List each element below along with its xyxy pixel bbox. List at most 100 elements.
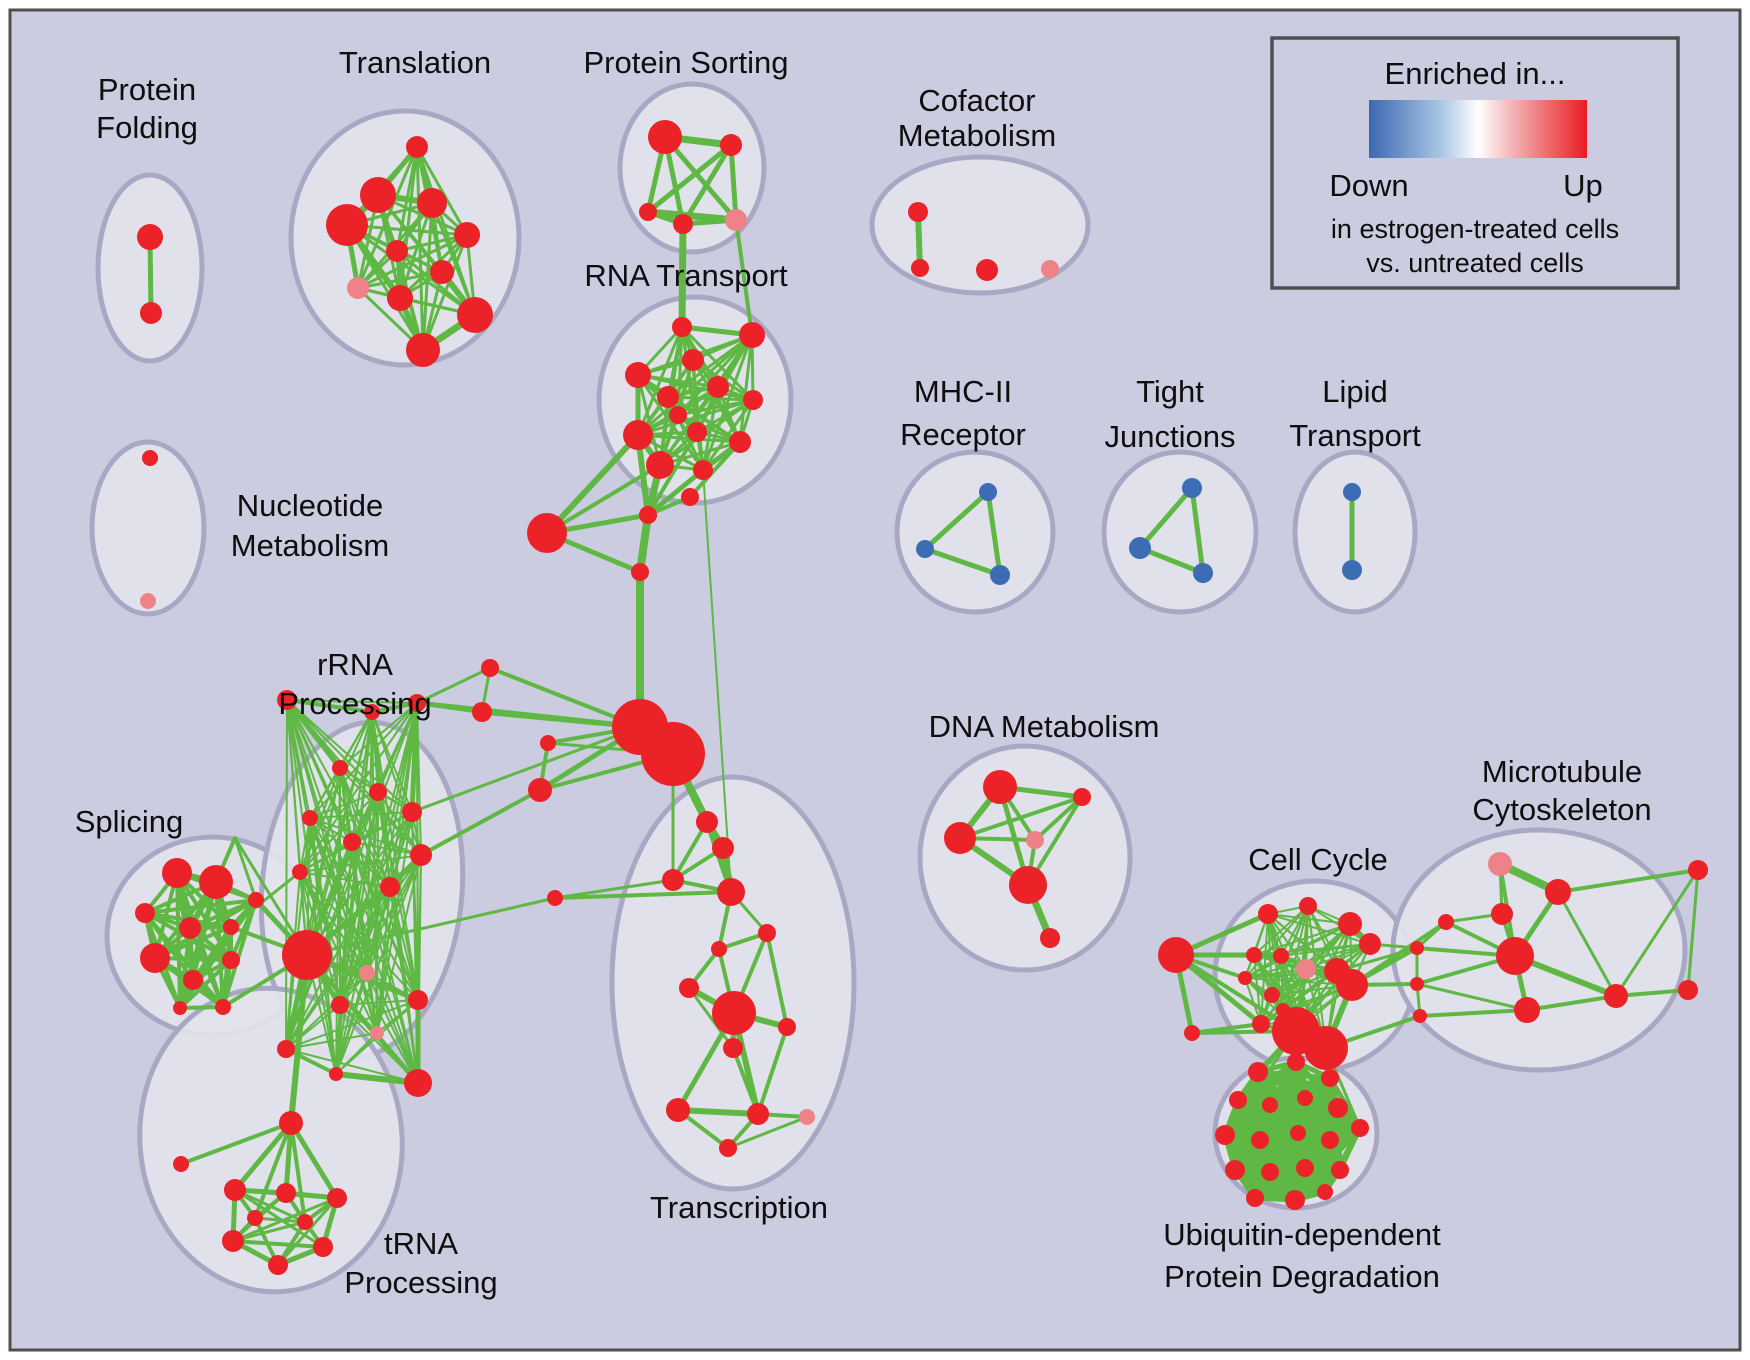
central-hubs-node <box>639 506 657 524</box>
cofactor-metabolism-node <box>911 259 929 277</box>
ubiquitin-degradation-label: Protein Degradation <box>1164 1259 1440 1294</box>
dna-metabolism-node <box>1073 788 1091 806</box>
rrna-processing-node <box>343 833 361 851</box>
cell-cycle-node <box>1246 947 1262 963</box>
translation-node <box>457 297 493 333</box>
protein-folding-label: Folding <box>96 110 198 145</box>
ubiquitin-degradation-edge <box>1232 1125 1363 1173</box>
rna-transport-edge <box>738 333 754 444</box>
cell-cycle-node <box>1304 1026 1348 1070</box>
rrna-processing-edge <box>285 702 418 1050</box>
rrna-processing-edge <box>299 854 422 873</box>
transcription-node <box>717 878 745 906</box>
lipid-transport-node <box>1342 560 1362 580</box>
dna-metabolism-node <box>983 770 1017 804</box>
rrna-processing-node <box>408 990 428 1010</box>
trna-processing-node <box>297 1214 313 1230</box>
rna-transport-edge <box>701 398 755 472</box>
central-hubs-node <box>540 735 556 751</box>
rrna-processing-edge <box>286 699 391 888</box>
rrna-processing-node <box>402 802 422 822</box>
mhc-ii-receptor-ellipse <box>894 449 1056 615</box>
translation-node <box>417 188 447 218</box>
nucleotide-metabolism-ellipse <box>89 439 207 617</box>
rna-transport-node <box>669 406 687 424</box>
ubiquitin-degradation-node <box>1317 1184 1333 1200</box>
rna-transport-node <box>707 376 729 398</box>
trna-processing-node <box>327 1188 347 1208</box>
cell-cycle-edge <box>1173 952 1264 1027</box>
transcription-node <box>679 978 699 998</box>
transcription-edge <box>676 1108 809 1119</box>
protein-sorting-node <box>720 134 742 156</box>
tight-junctions-edge <box>1137 485 1195 551</box>
lipid-transport-label: Lipid <box>1322 374 1388 409</box>
rrna-processing-edge <box>284 697 343 771</box>
nucleotide-metabolism-node <box>140 593 156 609</box>
transcription-node <box>778 1018 796 1036</box>
rrna-processing-node <box>404 1069 432 1097</box>
legend-down-label: Down <box>1329 168 1408 203</box>
cell-cycle-edge <box>1307 905 1327 1049</box>
transcription-node <box>547 890 563 906</box>
translation-node <box>430 260 454 284</box>
cofactor-metabolism-ellipse <box>869 154 1091 296</box>
ubiquitin-degradation-edge <box>1252 1167 1343 1201</box>
rrna-processing-edge <box>285 698 374 714</box>
rrna-processing-edge <box>286 699 337 1075</box>
microtubule-cytoskeleton-node <box>1678 980 1698 1000</box>
microtubule-cytoskeleton-node <box>1688 860 1708 880</box>
rrna-processing-edge <box>285 811 413 1050</box>
transcription-edge <box>671 820 709 882</box>
inter-cluster-edge <box>545 463 662 535</box>
inter-cluster-edge <box>415 701 484 714</box>
ubiquitin-degradation-node <box>1328 1098 1348 1118</box>
inter-cluster-edge <box>646 430 699 517</box>
rna-transport-label: RNA Transport <box>584 258 788 293</box>
transcription-node <box>747 1103 769 1125</box>
dna-metabolism-label: DNA Metabolism <box>929 709 1160 744</box>
rrna-processing-edge <box>285 699 288 1050</box>
rrna-processing-edge <box>335 1032 378 1075</box>
rrna-processing-edge <box>309 767 341 819</box>
inter-cluster-edge <box>1418 1008 1529 1018</box>
cell-cycle-node <box>1252 1015 1270 1033</box>
microtubule-cytoskeleton-edge <box>1614 868 1700 998</box>
tight-junctions-edge <box>1189 485 1206 576</box>
splicing-edge <box>153 898 258 960</box>
cell-cycle-node <box>1158 937 1194 973</box>
ubiquitin-degradation-node <box>1215 1125 1235 1145</box>
ubiquitin-degradation-node <box>1229 1091 1247 1109</box>
ubiquitin-degradation-label: Ubiquitin-dependent <box>1163 1217 1441 1252</box>
translation-label: Translation <box>339 45 491 80</box>
ubiquitin-degradation-node <box>1297 1090 1313 1106</box>
transcription-node <box>799 1109 815 1125</box>
rrna-processing-node <box>364 704 380 720</box>
splicing-node <box>135 903 155 923</box>
trna-processing-node <box>173 1156 189 1172</box>
mhc-ii-receptor-edge <box>922 489 991 552</box>
ubiquitin-degradation-node <box>1251 1131 1269 1149</box>
transcription-node <box>719 1139 737 1157</box>
rrna-processing-edge <box>309 791 379 819</box>
mhc-ii-receptor-node <box>990 565 1010 585</box>
rrna-processing-edge <box>285 1048 419 1084</box>
rrna-processing-edge <box>389 886 419 1084</box>
lipid-transport-ellipse <box>1292 449 1418 615</box>
rna-transport-edge <box>701 333 754 472</box>
rrna-processing-edge <box>299 841 353 873</box>
central-hubs-node <box>681 488 699 506</box>
central-hubs-node <box>527 513 567 553</box>
rna-transport-edge <box>636 373 755 402</box>
rrna-processing-edge <box>389 886 419 1001</box>
cofactor-metabolism-node <box>908 202 928 222</box>
transcription-edge <box>765 931 789 1029</box>
microtubule-cytoskeleton-node <box>1488 852 1512 876</box>
microtubule-cytoskeleton-node <box>1604 984 1628 1008</box>
nucleotide-metabolism-label: Metabolism <box>231 528 390 563</box>
splicing-edge <box>221 898 258 1009</box>
dna-metabolism-edge <box>1033 795 1084 842</box>
cofactor-metabolism-label: Cofactor <box>918 83 1035 118</box>
splicing-label: Splicing <box>75 804 184 839</box>
